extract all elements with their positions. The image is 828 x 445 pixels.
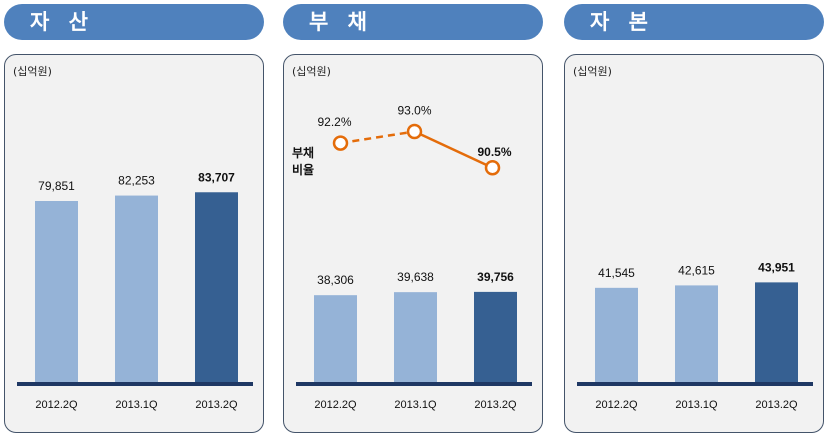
value-label: 82,253 — [118, 174, 155, 188]
assets-chart: 79,851 2012.2Q 82,253 2013.1Q 83,707 2013.2Q — [17, 170, 253, 411]
header-assets: 자 산 — [4, 4, 264, 40]
liabilities-chart: 38,306 2012.2Q 39,638 2013.1Q 39,756 2013.2Q 9… — [292, 104, 532, 411]
ratio-line-segment — [340, 130, 415, 145]
ratio-point — [484, 160, 501, 176]
category-label: 2012.2Q — [595, 399, 638, 411]
category-label: 2013.1Q — [394, 399, 437, 411]
ratio-value-label: 90.5% — [477, 145, 511, 159]
bar-2013.1Q — [675, 285, 718, 382]
unit-label: (십억원) — [292, 65, 331, 78]
header-equity-title: 자 본 — [590, 10, 654, 34]
bar-2013.2Q — [755, 282, 798, 382]
header-equity: 자 본 — [564, 4, 824, 40]
equity-panel: (십억원) 41,545 2012.2Q 42,615 2013.1Q 43,951 20… — [564, 54, 824, 433]
category-label: 2013.1Q — [675, 399, 718, 411]
category-label: 2012.2Q — [314, 399, 357, 411]
value-label: 38,306 — [317, 273, 354, 287]
value-label: 39,638 — [397, 270, 434, 284]
value-label: 83,707 — [198, 170, 235, 184]
assets-panel: (십억원) 79,851 2012.2Q 82,253 2013.1Q 83,707 20… — [4, 54, 264, 433]
ratio-value-label: 92.2% — [317, 115, 351, 129]
bar-2013.1Q — [394, 292, 437, 382]
equity-chart: 41,545 2012.2Q 42,615 2013.1Q 43,951 2013.2Q — [577, 260, 813, 411]
category-label: 2013.1Q — [115, 399, 158, 411]
baseline — [17, 382, 253, 386]
value-label: 79,851 — [38, 179, 75, 193]
category-label: 2013.2Q — [474, 399, 517, 411]
category-label: 2013.2Q — [195, 399, 238, 411]
ratio-label-line1: 부채 — [292, 145, 314, 160]
bar-2013.2Q — [474, 291, 517, 382]
ratio-value-label: 93.0% — [397, 104, 431, 118]
bar-2012.2Q — [595, 287, 638, 382]
header-liabilities: 부 채 — [283, 4, 543, 40]
ratio-label-line2: 비율 — [292, 162, 314, 177]
bar-2012.2Q — [35, 201, 78, 382]
bar-2013.2Q — [195, 192, 238, 382]
unit-label: (십억원) — [573, 65, 612, 78]
bar-2012.2Q — [314, 295, 357, 382]
liabilities-panel: (십억원) 38,306 2012.2Q 39,638 2013.1Q 39,756 20… — [283, 54, 543, 433]
category-label: 2013.2Q — [755, 399, 798, 411]
header-assets-title: 자 산 — [30, 10, 94, 34]
value-label: 41,545 — [598, 266, 635, 280]
unit-label: (십억원) — [13, 65, 52, 78]
ratio-point — [406, 123, 423, 140]
value-label: 42,615 — [678, 263, 715, 277]
ratio-point — [332, 135, 349, 151]
bar-2013.1Q — [115, 195, 158, 382]
baseline — [577, 382, 813, 386]
category-label: 2012.2Q — [35, 399, 78, 411]
value-label: 43,951 — [758, 260, 795, 274]
header-liabilities-title: 부 채 — [309, 10, 373, 34]
value-label: 39,756 — [477, 270, 514, 284]
baseline — [296, 382, 532, 386]
ratio-line-segment — [413, 130, 494, 169]
